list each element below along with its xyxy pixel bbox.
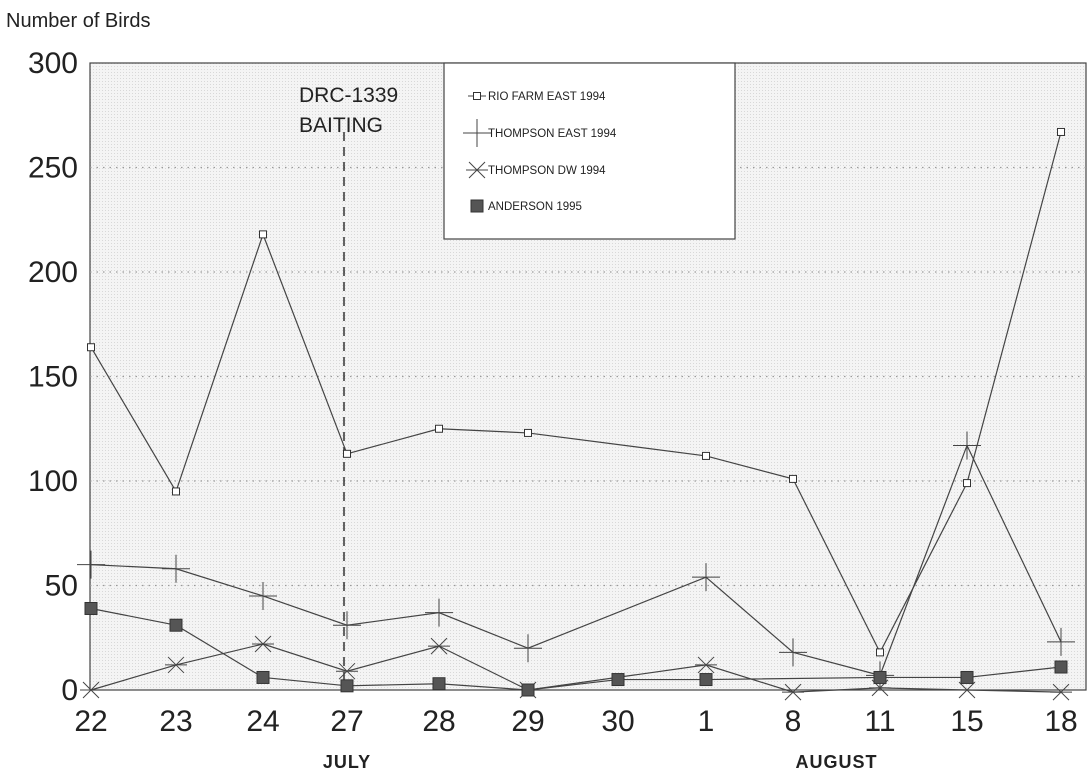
month-label: JULY	[323, 752, 371, 772]
ast-d2	[430, 637, 448, 655]
data-point	[87, 343, 95, 352]
data-point	[169, 618, 183, 632]
data-point	[1054, 660, 1068, 674]
y-tick-label: 200	[28, 256, 78, 289]
x-tick-label: 22	[74, 705, 107, 738]
x-tick-label: 15	[950, 705, 983, 738]
data-point	[702, 451, 710, 460]
data-point	[953, 431, 981, 460]
y-axis-ticks: 0 50 100 150 200 250 300	[28, 47, 78, 707]
data-point	[425, 598, 453, 627]
data-point	[84, 601, 98, 615]
data-point	[524, 428, 532, 437]
data-point	[960, 670, 974, 684]
ast-d2	[167, 656, 185, 674]
legend-label: THOMPSON EAST 1994	[488, 128, 617, 140]
x-tick-label: 29	[511, 705, 544, 738]
annotation-text: BAITING	[299, 114, 383, 137]
legend-label: RIO FARM EAST 1994	[488, 91, 606, 103]
x-tick-label: 23	[159, 705, 192, 738]
x-tick-label: 27	[330, 705, 363, 738]
x-axis-ticks: 22 23 24 27 28 29 30 1 8 11 15 18	[74, 705, 1077, 738]
data-point	[466, 161, 488, 179]
data-point	[956, 681, 978, 699]
data-point	[259, 230, 267, 239]
data-point	[428, 637, 450, 655]
series-3	[84, 601, 1068, 697]
legend-label: ANDERSON 1995	[488, 201, 582, 213]
data-point	[1057, 127, 1065, 136]
data-point	[779, 638, 807, 667]
data-point	[699, 673, 713, 687]
ast-d2	[338, 662, 356, 680]
y-tick-label: 150	[28, 361, 78, 394]
y-tick-label: 300	[28, 47, 78, 80]
data-point	[695, 656, 717, 674]
data-point	[333, 611, 361, 640]
annotation-text: DRC-1339	[299, 84, 398, 107]
y-tick-label: 0	[61, 674, 78, 707]
ast-d2	[468, 161, 486, 179]
x-tick-label: 18	[1044, 705, 1077, 738]
data-point	[77, 550, 105, 579]
data-point	[432, 677, 446, 691]
data-point	[514, 634, 542, 663]
data-point	[249, 581, 277, 610]
legend: RIO FARM EAST 1994 THOMPSON EAST 1994 THOM…	[443, 62, 736, 240]
baiting-annotation: DRC-1339 BAITING	[299, 84, 398, 690]
data-point	[782, 683, 804, 701]
y-tick-label: 100	[28, 465, 78, 498]
data-point	[162, 554, 190, 583]
data-point	[172, 487, 180, 496]
data-point	[876, 648, 884, 657]
data-point	[336, 662, 358, 680]
data-point	[435, 424, 443, 433]
ast-d2	[1052, 683, 1070, 701]
series-0	[87, 127, 1065, 657]
data-point	[463, 119, 491, 147]
legend-label: THOMPSON DW 1994	[488, 165, 606, 177]
data-point	[692, 563, 720, 592]
x-tick-label: 11	[864, 705, 895, 738]
ast-d2	[784, 683, 802, 701]
data-point	[611, 673, 625, 687]
month-labels: JULY AUGUST	[323, 752, 878, 772]
data-point	[873, 670, 887, 684]
y-axis-title: Number of Birds	[6, 10, 151, 32]
ast-d2	[254, 635, 272, 653]
data-point	[343, 449, 351, 458]
data-point	[340, 679, 354, 693]
x-tick-label: 28	[422, 705, 455, 738]
series-group	[77, 127, 1075, 701]
x-tick-label: 1	[698, 705, 715, 738]
y-tick-label: 250	[28, 152, 78, 185]
data-point	[963, 479, 971, 488]
legend-box	[443, 62, 736, 240]
data-point	[1047, 627, 1075, 656]
x-tick-label: 30	[601, 705, 634, 738]
series-1	[77, 431, 1075, 690]
data-point	[252, 635, 274, 653]
data-point	[473, 92, 481, 100]
data-point	[80, 681, 102, 699]
ast-d2	[958, 681, 976, 699]
y-tick-label: 50	[45, 570, 78, 603]
x-tick-label: 8	[785, 705, 802, 738]
month-label: AUGUST	[796, 752, 878, 772]
data-point	[521, 683, 535, 697]
data-point	[470, 199, 484, 213]
data-point	[165, 656, 187, 674]
ast-d2	[82, 681, 100, 699]
data-point	[789, 474, 797, 483]
data-point	[256, 670, 270, 684]
x-tick-label: 24	[246, 705, 279, 738]
data-point	[1050, 683, 1072, 701]
ast-d2	[697, 656, 715, 674]
